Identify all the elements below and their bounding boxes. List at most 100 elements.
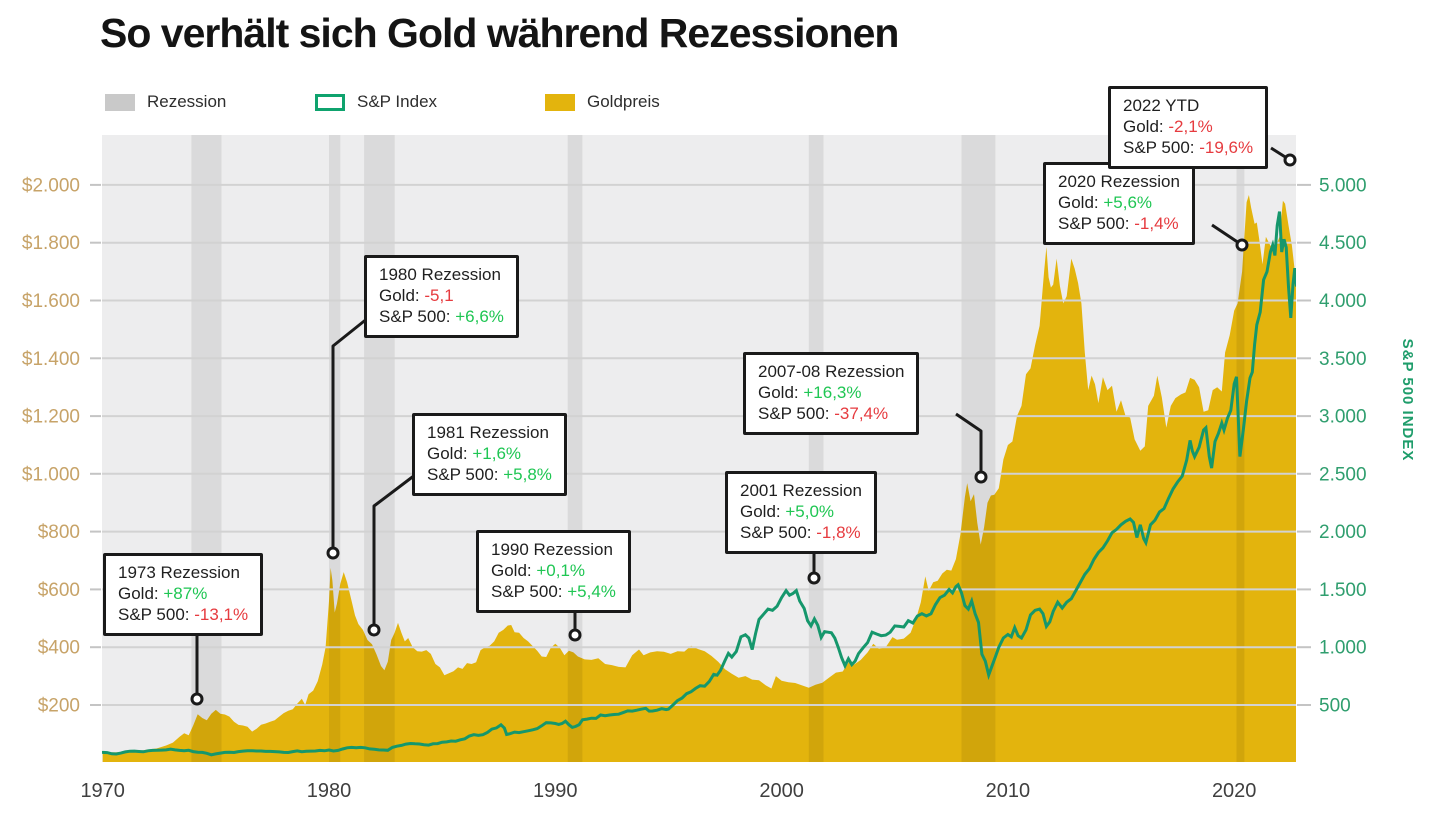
annotation-metric-value: +6,6% [455, 307, 504, 326]
annotation-connector [331, 316, 369, 553]
recession-band-2007–09 [961, 135, 996, 762]
recession-swatch-icon [105, 93, 135, 111]
annotation-box-1990-rezession: 1990 Rezession Gold: +0,1% S&P 500: +5,4% [476, 530, 631, 613]
annotation-metric-label: S&P 500: [118, 605, 195, 624]
annotation-title: 2020 Rezession [1058, 172, 1180, 191]
y-axis-left-label: $1.800 [22, 233, 80, 254]
annotation-metric-value: +5,6% [1103, 193, 1153, 212]
annotation-metric-value: -19,6% [1199, 138, 1254, 157]
y-axis-right-label: 4.000 [1319, 291, 1367, 312]
annotation-line: Gold: -5,1 [379, 285, 504, 306]
recession-band-1980 [329, 135, 341, 762]
annotation-line: Gold: +5,0% [740, 501, 862, 522]
y-axis-left-label: $1.600 [22, 291, 80, 312]
legend-label-rezession: Rezession [147, 92, 227, 111]
y-axis-right-label: 4.500 [1319, 233, 1367, 254]
y-axis-left-label: $600 [38, 580, 80, 601]
y-axis-right-title: S&P 500 INDEX [1399, 339, 1416, 462]
annotation-anchor-dot [326, 546, 340, 560]
gold-price-area [102, 195, 1296, 762]
annotation-line: S&P 500: +6,6% [379, 306, 504, 327]
annotation-title: 1981 Rezession [427, 423, 549, 442]
annotation-metric-label: S&P 500: [379, 307, 456, 326]
annotation-title: 1973 Rezession [118, 563, 240, 582]
annotation-metric-label: S&P 500: [740, 523, 817, 542]
annotation-line: Gold: +16,3% [758, 382, 904, 403]
annotation-line: S&P 500: -37,4% [758, 403, 904, 424]
annotation-line: Gold: +1,6% [427, 443, 552, 464]
y-axis-left-label: $1.000 [22, 464, 80, 485]
x-axis-label-1980: 1980 [307, 780, 352, 802]
recession-band-1981–82 [364, 135, 395, 762]
annotation-metric-label: S&P 500: [427, 465, 504, 484]
y-axis-right-label: 5.000 [1319, 175, 1367, 196]
annotation-metric-label: Gold: [1123, 117, 1169, 136]
annotation-metric-label: Gold: [118, 584, 164, 603]
annotation-metric-value: -1,4% [1134, 214, 1179, 233]
legend-item-rezession: Rezession [105, 92, 226, 112]
annotation-metric-label: S&P 500: [491, 582, 568, 601]
x-axis-label-1990: 1990 [533, 780, 578, 802]
y-axis-left-label: $400 [38, 638, 80, 659]
annotation-line: S&P 500: +5,8% [427, 464, 552, 485]
y-axis-left-label: $800 [38, 522, 80, 543]
y-axis-right-label: 2.500 [1319, 464, 1367, 485]
annotation-line: S&P 500: +5,4% [491, 581, 616, 602]
y-axis-left-label: $2.000 [22, 175, 80, 196]
annotation-metric-value: +0,1% [536, 561, 586, 580]
annotation-box-1980-rezession: 1980 Rezession Gold: -5,1 S&P 500: +6,6% [364, 255, 519, 338]
annotation-line: S&P 500: -1,8% [740, 522, 862, 543]
annotation-metric-value: -1,8% [816, 523, 861, 542]
annotation-connector [955, 412, 983, 477]
annotation-metric-label: Gold: [427, 444, 473, 463]
y-axis-right-label: 3.500 [1319, 349, 1367, 370]
sp500-line [102, 211, 1296, 757]
annotation-metric-value: +87% [163, 584, 208, 603]
annotation-metric-label: Gold: [379, 286, 425, 305]
y-axis-left-label: $1.200 [22, 407, 80, 428]
annotation-metric-value: +1,6% [472, 444, 522, 463]
annotation-line: S&P 500: -1,4% [1058, 213, 1180, 234]
annotation-anchor-dot [568, 628, 582, 642]
annotation-anchor-dot [367, 623, 381, 637]
annotation-box-2022-ytd: 2022 YTD Gold: -2,1% S&P 500: -19,6% [1108, 86, 1269, 169]
annotation-metric-value: +5,0% [785, 502, 835, 521]
x-axis-label-2010: 2010 [986, 780, 1031, 802]
annotation-metric-label: S&P 500: [1123, 138, 1200, 157]
annotation-metric-value: +5,4% [567, 582, 616, 601]
annotation-metric-label: Gold: [1058, 193, 1104, 212]
legend-item-sp-index: S&P Index [315, 92, 437, 112]
annotation-title: 2007-08 Rezession [758, 362, 905, 381]
chart-title: So verhält sich Gold während Rezessionen [100, 10, 899, 56]
y-axis-right-label: 500 [1319, 696, 1351, 717]
y-axis-right-label: 1.500 [1319, 580, 1367, 601]
annotation-box-1981-rezession: 1981 Rezession Gold: +1,6% S&P 500: +5,8% [412, 413, 567, 496]
annotation-metric-value: +16,3% [803, 383, 862, 402]
legend-item-goldpreis: Goldpreis [545, 92, 660, 112]
annotation-box-1973-rezession: 1973 Rezession Gold: +87% S&P 500: -13,1% [103, 553, 264, 636]
annotation-box-2007-08-rezession: 2007-08 Rezession Gold: +16,3% S&P 500: -3… [743, 352, 920, 435]
annotation-title: 1980 Rezession [379, 265, 501, 284]
annotation-title: 1990 Rezession [491, 540, 613, 559]
annotation-anchor-dot [807, 571, 821, 585]
annotation-metric-value: -5,1 [424, 286, 454, 305]
goldpreis-swatch-icon [545, 93, 575, 111]
sp-index-swatch-icon [315, 93, 345, 111]
annotation-line: Gold: +87% [118, 583, 248, 604]
annotation-metric-label: S&P 500: [1058, 214, 1135, 233]
recession-band-1990–91 [567, 135, 583, 762]
y-axis-left-label: $200 [38, 696, 80, 717]
x-axis-label-2020: 2020 [1212, 780, 1257, 802]
annotation-box-2020-rezession: 2020 Rezession Gold: +5,6% S&P 500: -1,4% [1043, 162, 1195, 245]
annotation-line: Gold: +5,6% [1058, 192, 1180, 213]
y-axis-left-label: $1.400 [22, 349, 80, 370]
annotation-title: 2022 YTD [1123, 96, 1200, 115]
annotation-line: S&P 500: -19,6% [1123, 137, 1253, 158]
x-axis-label-2000: 2000 [759, 780, 804, 802]
y-axis-right-label: 1.000 [1319, 638, 1367, 659]
annotation-metric-value: -13,1% [194, 605, 249, 624]
annotation-metric-label: Gold: [740, 502, 786, 521]
annotation-connector [372, 473, 416, 630]
annotation-metric-label: Gold: [491, 561, 537, 580]
